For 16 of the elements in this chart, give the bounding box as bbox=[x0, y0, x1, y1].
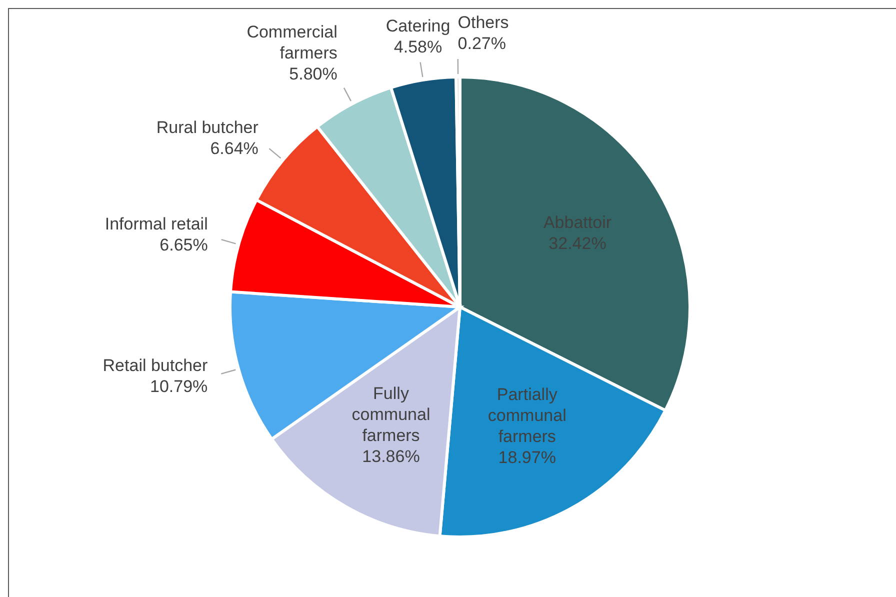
slice-label: Commercial farmers bbox=[246, 22, 338, 63]
slice-label: Informal retail bbox=[104, 214, 208, 234]
data-label: 10.79% bbox=[150, 378, 208, 397]
data-label: 6.64% bbox=[210, 140, 258, 159]
data-label: 13.86% bbox=[362, 448, 420, 467]
slice-label: Partially communal farmers bbox=[488, 386, 566, 447]
data-label: 0.27% bbox=[458, 34, 506, 54]
data-label: 4.58% bbox=[394, 38, 442, 57]
slice-label: Retail butcher bbox=[102, 356, 208, 376]
data-label: 18.97% bbox=[498, 448, 556, 468]
slice-label: Catering bbox=[386, 16, 450, 36]
slice-label: Fully communal farmers bbox=[352, 384, 430, 446]
data-label: 5.80% bbox=[289, 64, 338, 84]
data-label: 6.65% bbox=[160, 236, 208, 255]
slice-label: Others bbox=[458, 13, 509, 32]
slice-label: Rural butcher bbox=[156, 118, 259, 138]
